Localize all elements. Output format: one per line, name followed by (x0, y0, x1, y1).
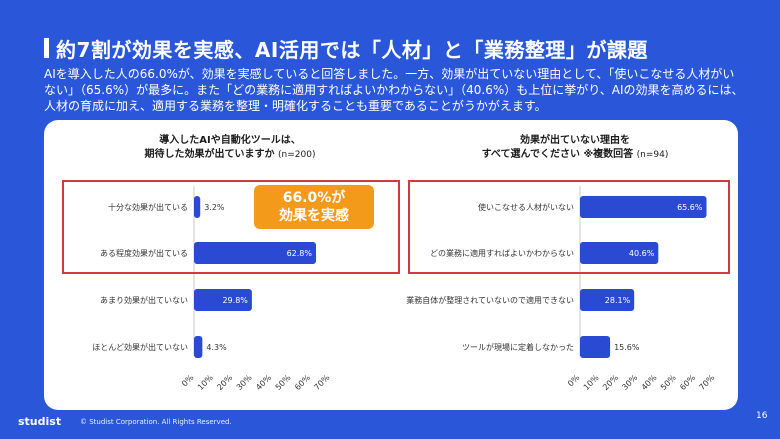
right-value-label: 15.6% (614, 343, 640, 352)
left-bar (194, 336, 203, 358)
left-value-label: 62.8% (287, 249, 313, 258)
left-value-label: 3.2% (204, 203, 225, 212)
callout-line2: 効果を実感 (279, 208, 349, 224)
left-bar (194, 242, 317, 264)
effect-callout: 66.0%が 効果を実感 (254, 185, 374, 229)
right-highlight-box (408, 180, 730, 274)
left-value-label: 4.3% (206, 343, 227, 352)
right-value-label: 28.1% (605, 296, 631, 305)
right-tick-label: 70% (697, 373, 716, 392)
right-tick-label: 60% (678, 373, 697, 392)
right-category-label: 使いこなせる人材がいない (478, 202, 574, 212)
left-chart-title: 導入したAIや自動化ツールは、 期待した効果が出ていますか (n=200) (110, 134, 350, 162)
right-chart-title: 効果が出ていない理由を すべて選んでください ※複数回答 (n=94) (440, 134, 710, 162)
left-category-label: ある程度効果が出ている (100, 248, 188, 258)
left-category-label: 十分な効果が出ている (108, 202, 188, 212)
left-bar (194, 289, 252, 311)
right-bar (580, 196, 707, 218)
right-category-label: 業務自体が整理されていないので適用できない (406, 295, 574, 305)
right-value-label: 65.6% (677, 203, 703, 212)
copyright-text: © Studist Corporation. All Rights Reserv… (80, 418, 232, 426)
right-bar (580, 289, 635, 311)
left-category-label: ほとんど効果が出ていない (92, 342, 188, 352)
right-chart-n: (n=94) (636, 150, 669, 160)
chart-panel (44, 120, 738, 410)
slide-description: AIを導入した人の66.0%が、効果を実感していると回答しました。一方、効果が出… (44, 67, 744, 113)
left-chart-title-line1: 導入したAIや自動化ツールは、 (159, 135, 301, 146)
left-highlight-box (62, 180, 400, 274)
right-chart-title-line2: すべて選んでください ※複数回答 (481, 149, 634, 160)
page-number: 16 (756, 411, 768, 421)
right-value-label: 40.6% (629, 249, 655, 258)
studist-logo: studist (18, 415, 62, 428)
right-category-label: ツールが現場に定着しなかった (462, 342, 574, 352)
right-tick-label: 40% (640, 373, 659, 392)
right-tick-label: 0% (566, 373, 582, 389)
right-category-label: どの業務に適用すればよいかわからない (430, 248, 574, 258)
left-category-label: あまり効果が出ていない (100, 295, 188, 305)
title-accent-bar (44, 38, 49, 58)
right-tick-label: 30% (620, 373, 639, 392)
left-chart-title-line2: 期待した効果が出ていますか (144, 149, 275, 160)
right-tick-label: 50% (659, 373, 678, 392)
left-chart-n: (n=200) (278, 150, 316, 160)
right-bar (580, 242, 659, 264)
right-tick-label: 20% (601, 373, 620, 392)
callout-line1: 66.0%が (282, 190, 346, 206)
right-bar (580, 336, 611, 358)
left-value-label: 29.8% (222, 296, 248, 305)
right-tick-label: 10% (582, 373, 601, 392)
right-chart-title-line1: 効果が出ていない理由を (520, 135, 630, 146)
left-bar (194, 196, 201, 218)
slide-title: 約7割が効果を実感、AI活用では「人材」と「業務整理」が課題 (56, 38, 648, 62)
